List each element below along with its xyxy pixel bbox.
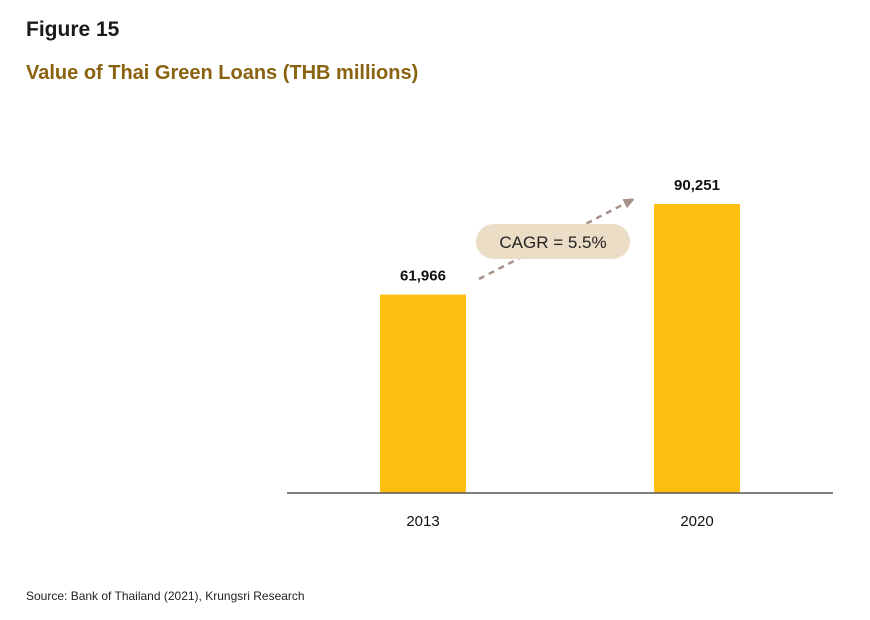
x-tick-label-2020: 2020 — [680, 513, 713, 530]
data-label-2020: 90,251 — [674, 177, 720, 194]
source-note: Source: Bank of Thailand (2021), Krungsr… — [26, 589, 305, 603]
figure-label: Figure 15 — [26, 18, 120, 41]
x-tick-label-2013: 2013 — [406, 513, 439, 530]
cagr-badge — [476, 224, 630, 259]
cagr-label: CAGR = 5.5% — [499, 233, 606, 252]
chart-title: Value of Thai Green Loans (THB millions) — [26, 62, 419, 84]
bar-2020 — [654, 204, 740, 493]
bar-2013 — [380, 294, 466, 493]
data-label-2013: 61,966 — [400, 268, 446, 285]
